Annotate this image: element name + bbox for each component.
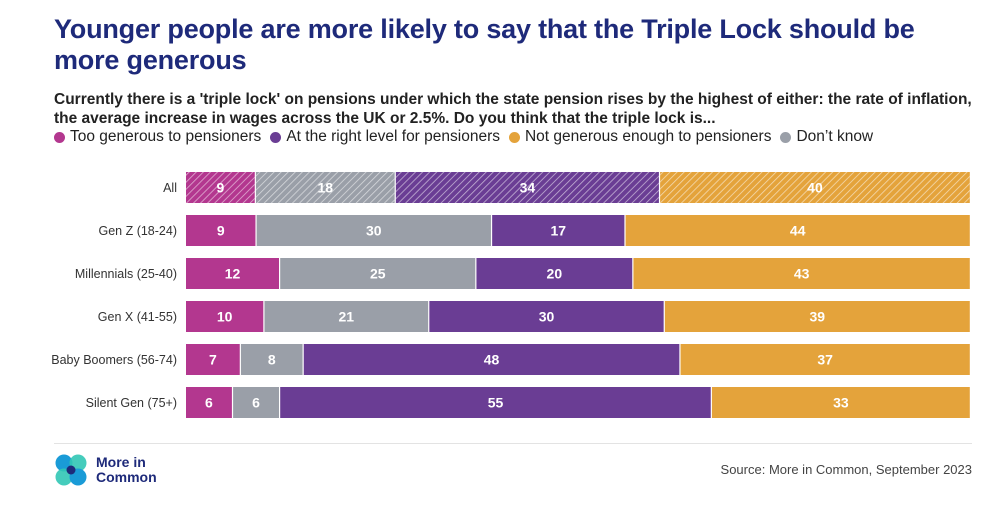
bar-gen-z-18-24-too-generous-to-pensioners bbox=[186, 215, 256, 246]
bar-baby-boomers-56-74-not-generous-enough-to-pensioners bbox=[680, 344, 970, 375]
bar-silent-gen-75-not-generous-enough-to-pensioners bbox=[711, 387, 970, 418]
bar-baby-boomers-56-74-too-generous-to-pensioners bbox=[186, 344, 240, 375]
category-label-silent-gen-75: Silent Gen (75+) bbox=[86, 396, 177, 410]
bar-hatch-all-at-the-right-level-for-pensioners bbox=[395, 172, 659, 203]
bar-millennials-25-40-at-the-right-level-for-pensioners bbox=[476, 258, 633, 289]
bar-silent-gen-75-don-t-know bbox=[233, 387, 279, 418]
data-label-silent-gen-75-not-generous-enough-to-pensioners: 33 bbox=[833, 395, 849, 411]
bar-hatch-all-not-generous-enough-to-pensioners bbox=[660, 172, 970, 203]
bar-gen-z-18-24-at-the-right-level-for-pensioners bbox=[492, 215, 625, 246]
bar-baby-boomers-56-74-don-t-know bbox=[240, 344, 303, 375]
chart-subtitle: Currently there is a 'triple lock' on pe… bbox=[54, 91, 972, 127]
data-label-gen-x-41-55-at-the-right-level-for-pensioners: 30 bbox=[539, 309, 555, 325]
data-label-silent-gen-75-too-generous-to-pensioners: 6 bbox=[205, 395, 213, 411]
data-label-silent-gen-75-at-the-right-level-for-pensioners: 55 bbox=[488, 395, 504, 411]
bar-gen-x-41-55-don-t-know bbox=[264, 301, 429, 332]
legend-swatch-right-level bbox=[270, 131, 282, 143]
bar-hatch-all-too-generous-to-pensioners bbox=[186, 172, 255, 203]
logo-line-1: More in bbox=[96, 454, 146, 470]
bars-group: All 9 18 34 40 Gen Z (18-24) 9 30 17 44 Millennial… bbox=[51, 172, 970, 418]
bar-baby-boomers-56-74-at-the-right-level-for-pensioners bbox=[303, 344, 680, 375]
bar-hatch-all-don-t-know bbox=[255, 172, 395, 203]
legend-item-too-generous: Too generous to pensioners bbox=[54, 127, 261, 147]
legend: Too generous to pensioners At the right … bbox=[54, 127, 984, 147]
data-label-all-not-generous-enough-to-pensioners: 40 bbox=[807, 180, 823, 196]
bar-millennials-25-40-not-generous-enough-to-pensioners bbox=[633, 258, 970, 289]
data-label-gen-z-18-24-too-generous-to-pensioners: 9 bbox=[217, 223, 225, 239]
footer-divider bbox=[54, 443, 972, 444]
category-label-gen-z-18-24: Gen Z (18-24) bbox=[98, 224, 177, 238]
data-label-silent-gen-75-don-t-know: 6 bbox=[252, 395, 260, 411]
data-label-all-don-t-know: 18 bbox=[318, 180, 334, 196]
data-label-gen-x-41-55-don-t-know: 21 bbox=[339, 309, 355, 325]
legend-label-right-level: At the right level for pensioners bbox=[286, 128, 500, 145]
data-label-gen-x-41-55-not-generous-enough-to-pensioners: 39 bbox=[810, 309, 826, 325]
bar-gen-z-18-24-not-generous-enough-to-pensioners bbox=[625, 215, 970, 246]
category-label-all: All bbox=[163, 181, 177, 195]
category-label-gen-x-41-55: Gen X (41-55) bbox=[98, 310, 177, 324]
bar-gen-x-41-55-too-generous-to-pensioners bbox=[186, 301, 264, 332]
data-label-millennials-25-40-not-generous-enough-to-pensioners: 43 bbox=[794, 266, 810, 282]
data-label-baby-boomers-56-74-don-t-know: 8 bbox=[268, 352, 276, 368]
data-label-gen-z-18-24-not-generous-enough-to-pensioners: 44 bbox=[790, 223, 806, 239]
data-label-baby-boomers-56-74-at-the-right-level-for-pensioners: 48 bbox=[484, 352, 500, 368]
data-label-millennials-25-40-too-generous-to-pensioners: 12 bbox=[225, 266, 241, 282]
legend-label-dont-know: Don’t know bbox=[796, 128, 874, 145]
bar-silent-gen-75-at-the-right-level-for-pensioners bbox=[280, 387, 711, 418]
bar-silent-gen-75-too-generous-to-pensioners bbox=[186, 387, 232, 418]
data-label-baby-boomers-56-74-too-generous-to-pensioners: 7 bbox=[209, 352, 217, 368]
bar-gen-x-41-55-not-generous-enough-to-pensioners bbox=[664, 301, 970, 332]
bar-millennials-25-40-don-t-know bbox=[280, 258, 476, 289]
bar-millennials-25-40-too-generous-to-pensioners bbox=[186, 258, 279, 289]
data-label-baby-boomers-56-74-not-generous-enough-to-pensioners: 37 bbox=[817, 352, 833, 368]
legend-swatch-dont-know bbox=[780, 131, 792, 143]
legend-item-dont-know: Don’t know bbox=[780, 127, 873, 147]
legend-label-not-generous-enough: Not generous enough to pensioners bbox=[524, 128, 772, 145]
logo-line-2: Common bbox=[96, 469, 157, 485]
data-label-millennials-25-40-don-t-know: 25 bbox=[370, 266, 386, 282]
legend-swatch-not-generous-enough bbox=[508, 131, 520, 143]
logo-wordmark: More in Common bbox=[96, 455, 157, 485]
bar-gen-x-41-55-at-the-right-level-for-pensioners bbox=[429, 301, 664, 332]
legend-label-too-generous: Too generous to pensioners bbox=[70, 128, 262, 145]
legend-item-right-level: At the right level for pensioners bbox=[270, 127, 500, 147]
category-label-millennials-25-40: Millennials (25-40) bbox=[75, 267, 177, 281]
data-label-gen-z-18-24-at-the-right-level-for-pensioners: 17 bbox=[550, 223, 566, 239]
source-note: Source: More in Common, September 2023 bbox=[720, 462, 972, 477]
brand-logo: More in Common bbox=[54, 453, 157, 487]
bar-gen-z-18-24-don-t-know bbox=[256, 215, 491, 246]
category-label-baby-boomers-56-74: Baby Boomers (56-74) bbox=[51, 353, 177, 367]
data-label-millennials-25-40-at-the-right-level-for-pensioners: 20 bbox=[547, 266, 563, 282]
data-label-gen-z-18-24-don-t-know: 30 bbox=[366, 223, 382, 239]
chart-title: Younger people are more likely to say th… bbox=[54, 14, 915, 75]
legend-item-not-generous-enough: Not generous enough to pensioners bbox=[508, 127, 772, 147]
logo-mark-icon bbox=[55, 454, 87, 486]
data-label-all-at-the-right-level-for-pensioners: 34 bbox=[520, 180, 536, 196]
data-label-all-too-generous-to-pensioners: 9 bbox=[216, 180, 224, 196]
data-label-gen-x-41-55-too-generous-to-pensioners: 10 bbox=[217, 309, 233, 325]
legend-swatch-too-generous bbox=[54, 131, 65, 143]
